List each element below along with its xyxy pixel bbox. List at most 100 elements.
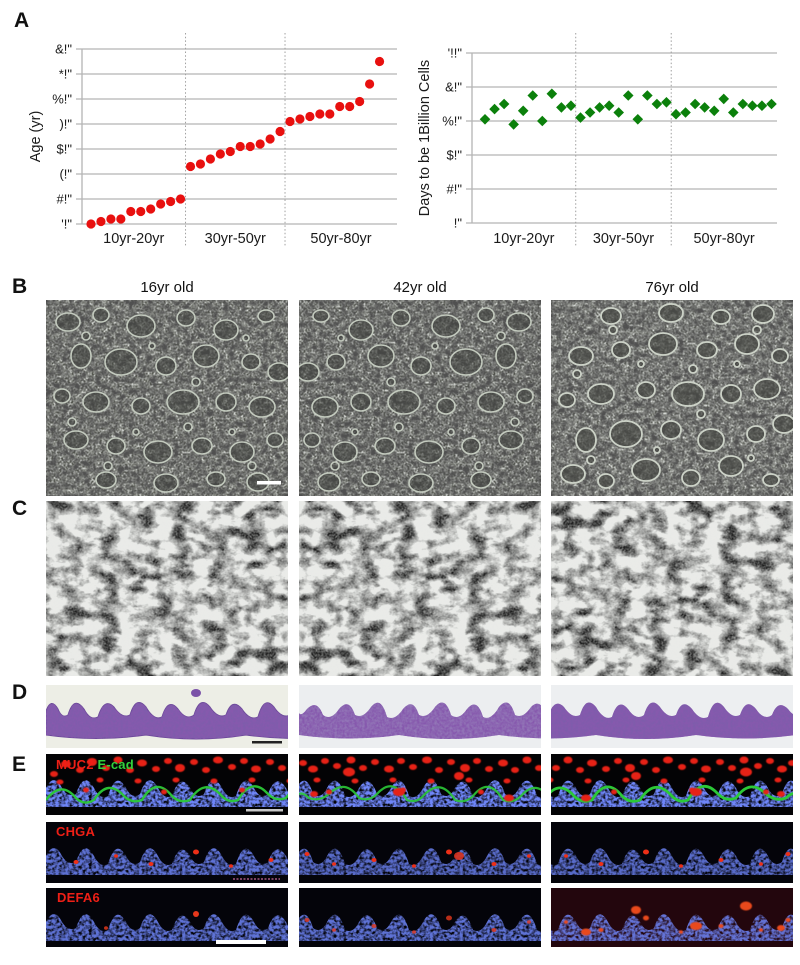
data-point bbox=[498, 98, 510, 110]
data-point bbox=[556, 102, 567, 113]
data-point bbox=[245, 141, 255, 152]
data-point bbox=[205, 154, 215, 164]
y-tick-label: %!" bbox=[442, 114, 462, 129]
data-point bbox=[106, 214, 116, 224]
micrograph-c-76yr bbox=[551, 501, 793, 676]
micrograph-b-16yr bbox=[46, 300, 288, 496]
micrograph-b-42yr bbox=[299, 300, 541, 496]
data-point bbox=[537, 115, 548, 127]
data-point bbox=[215, 149, 225, 159]
y-tick-label: &!" bbox=[55, 42, 72, 57]
column-title-42yr: 42yr old bbox=[393, 279, 447, 296]
x-category-label: 30yr-50yr bbox=[205, 231, 266, 247]
data-point bbox=[315, 109, 325, 119]
data-point bbox=[766, 98, 777, 110]
data-point bbox=[689, 98, 701, 110]
data-point bbox=[255, 139, 265, 149]
data-point bbox=[235, 141, 245, 152]
data-point bbox=[594, 102, 605, 113]
x-category-label: 50yr-80yr bbox=[693, 231, 754, 247]
y-tick-label: #!" bbox=[447, 182, 463, 197]
micrograph-c-42yr bbox=[299, 501, 541, 676]
defa6-label: DEFA6 bbox=[57, 890, 100, 905]
histology-d-76yr bbox=[551, 685, 793, 748]
if-muc2-16yr bbox=[46, 754, 288, 815]
column-title-76yr: 76yr old bbox=[645, 279, 699, 296]
micrograph-c-16yr bbox=[46, 501, 288, 676]
y-tick-label: !" bbox=[454, 216, 463, 231]
data-point bbox=[651, 98, 663, 110]
data-point bbox=[285, 116, 295, 127]
if-defa6-42yr bbox=[299, 888, 541, 947]
y-tick-label: $!" bbox=[57, 142, 73, 157]
if-chga-42yr bbox=[299, 822, 541, 883]
data-point bbox=[708, 105, 720, 117]
data-point bbox=[479, 114, 491, 125]
data-point bbox=[146, 204, 156, 214]
data-point bbox=[613, 107, 624, 118]
chga-label: CHGA bbox=[56, 824, 96, 839]
column-title-16yr: 16yr old bbox=[140, 279, 194, 296]
y-tick-label: %!" bbox=[52, 92, 72, 107]
stain-label-chga: CHGA bbox=[56, 825, 95, 838]
if-muc2-42yr bbox=[299, 754, 541, 815]
if-chga-16yr bbox=[46, 822, 288, 883]
data-point bbox=[603, 100, 615, 111]
data-point bbox=[642, 90, 653, 101]
data-point bbox=[355, 96, 365, 107]
data-point bbox=[156, 199, 166, 209]
scale-bar bbox=[246, 809, 283, 812]
data-point bbox=[365, 79, 375, 89]
data-point bbox=[517, 105, 529, 117]
data-point bbox=[546, 88, 558, 100]
panel-label-b: B bbox=[12, 275, 28, 298]
panel-label-a: A bbox=[14, 9, 30, 32]
data-point bbox=[718, 93, 730, 105]
data-point bbox=[747, 100, 758, 111]
data-point bbox=[175, 194, 186, 204]
y-axis-title: Days to be 1Billion Cells bbox=[417, 60, 433, 216]
data-point bbox=[737, 98, 749, 110]
data-point bbox=[195, 159, 206, 169]
y-tick-label: )!" bbox=[59, 117, 72, 132]
scale-bar bbox=[216, 940, 266, 944]
x-category-label: 10yr-20yr bbox=[493, 231, 554, 247]
data-point bbox=[96, 216, 106, 227]
data-point bbox=[728, 107, 739, 118]
if-defa6-76yr bbox=[551, 888, 793, 947]
data-point bbox=[584, 107, 596, 118]
y-tick-label: #!" bbox=[57, 192, 73, 207]
data-point bbox=[345, 101, 355, 112]
y-tick-label: &!" bbox=[445, 80, 462, 95]
micrograph-b-76yr bbox=[551, 300, 793, 496]
data-point bbox=[335, 101, 345, 112]
x-category-label: 10yr-20yr bbox=[103, 231, 164, 247]
muc2-label: MUC2 bbox=[56, 757, 94, 772]
data-point bbox=[136, 206, 146, 217]
panel-label-d: D bbox=[12, 681, 28, 704]
if-chga-76yr bbox=[551, 822, 793, 883]
stain-label-defa6: DEFA6 bbox=[57, 891, 100, 904]
y-axis-title: Age (yr) bbox=[28, 111, 44, 163]
stain-label-muc2-ecad: MUC2 E-cad bbox=[56, 758, 134, 771]
if-defa6-16yr bbox=[46, 888, 288, 947]
panel-label-e: E bbox=[12, 753, 27, 776]
data-point bbox=[275, 126, 285, 137]
ecad-label: E-cad bbox=[97, 757, 134, 772]
data-point bbox=[185, 161, 196, 172]
panel-a-charts: '!" #!" (!" $!")!" %!" *!" &!" 10yr-20yr 30yr-50… bbox=[28, 33, 777, 247]
data-point bbox=[661, 97, 672, 108]
data-point bbox=[699, 102, 710, 113]
data-point bbox=[756, 100, 768, 111]
data-point bbox=[166, 196, 176, 207]
data-point bbox=[565, 100, 577, 111]
data-point bbox=[527, 90, 539, 101]
panel-label-c: C bbox=[12, 497, 28, 520]
data-point bbox=[489, 103, 500, 115]
data-point bbox=[305, 111, 315, 122]
data-point bbox=[225, 146, 235, 157]
data-point bbox=[325, 109, 335, 119]
histology-d-16yr bbox=[46, 685, 288, 748]
x-category-label: 30yr-50yr bbox=[593, 231, 654, 247]
